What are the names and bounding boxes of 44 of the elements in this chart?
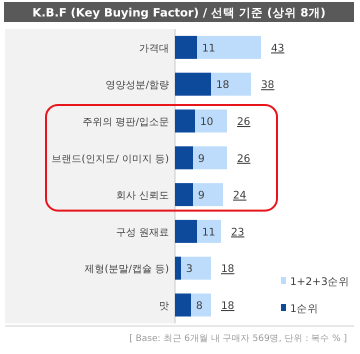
bar <box>181 256 211 280</box>
total-label: 26 <box>237 152 251 165</box>
total-label: 23 <box>231 226 244 238</box>
total-label: 18 <box>221 263 234 276</box>
bar <box>195 110 227 132</box>
total-label: 38 <box>261 79 274 92</box>
total-label: 43 <box>271 42 284 54</box>
text: [ Base: 최근 6개월 내 구매자 569명, 단위 : 복수 % ] <box>129 334 347 344</box>
bar <box>197 36 261 59</box>
y-tick-label: 주위의 평판/입소문 <box>82 117 169 128</box>
bar <box>211 72 251 96</box>
bar <box>175 256 181 280</box>
y-tick-label: 가격대 <box>139 43 169 54</box>
y-tick-label: 회사 신뢰도 <box>116 190 169 202</box>
bar <box>191 294 211 316</box>
legend-label: 1+2+3순위 <box>290 276 350 288</box>
total-label: 18 <box>221 300 234 312</box>
bar <box>175 146 193 170</box>
bar <box>175 110 195 132</box>
data-label: 11 <box>202 42 216 54</box>
bar <box>193 183 223 206</box>
total-label: 26 <box>237 116 251 128</box>
bar <box>193 146 227 170</box>
bar <box>175 294 191 316</box>
y-tick-label: 영양성분/함량 <box>106 80 169 92</box>
data-label: 9 <box>198 152 205 165</box>
total-label: 24 <box>233 190 247 202</box>
data-label: 18 <box>216 79 230 92</box>
legend-label: 1순위 <box>290 303 319 315</box>
bar <box>175 220 197 243</box>
bar <box>197 220 221 243</box>
y-tick-label: 제형(분말/캡슐 등) <box>84 264 170 276</box>
y-tick-label: 구성 원재료 <box>116 227 169 238</box>
y-tick-label: 브랜드(인지도/ 이미지 등) <box>51 154 170 165</box>
data-label: 10 <box>200 116 214 128</box>
bar <box>175 72 211 96</box>
bar <box>175 183 193 206</box>
data-label: 8 <box>196 300 203 312</box>
data-label: 9 <box>198 190 205 202</box>
data-label: 3 <box>186 263 193 276</box>
data-label: 11 <box>202 226 216 238</box>
bar <box>175 36 197 59</box>
chart-title: K.B.F (Key Buying Factor) / 선택 기준 (상위 8개) <box>32 6 326 20</box>
y-tick-label: 맛 <box>159 301 169 312</box>
